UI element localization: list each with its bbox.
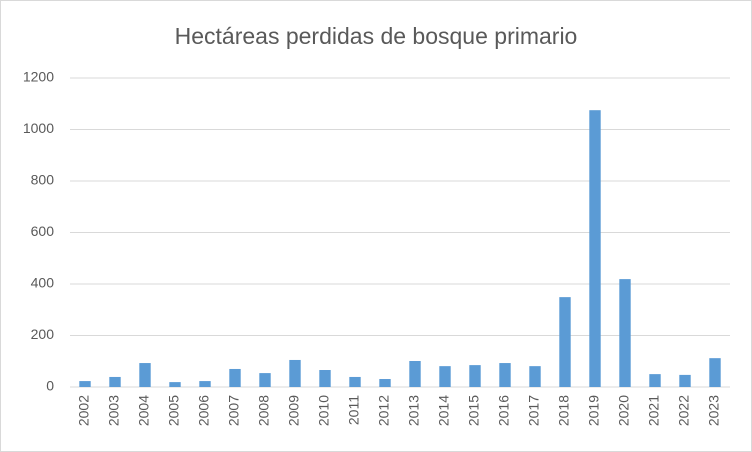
bar [349,376,361,387]
x-tick-label: 2018 [556,395,572,426]
x-tick-label: 2008 [256,395,272,426]
y-tick-label: 200 [31,326,55,342]
bar [229,368,241,387]
bar [409,360,421,387]
y-tick-label: 0 [46,378,54,394]
bar [109,376,121,387]
bar [679,374,691,387]
x-tick-label: 2010 [316,395,332,426]
x-tick-label: 2007 [226,395,242,426]
x-tick-label: 2003 [106,395,122,426]
bar [169,382,181,387]
x-tick-label: 2019 [586,395,602,426]
y-tick-label: 1200 [23,69,54,85]
x-tick-label: 2011 [346,395,362,425]
x-tick-label: 2016 [496,395,512,426]
y-tick-label: 400 [31,275,55,291]
x-tick-label: 2015 [466,395,482,426]
y-tick-label: 800 [31,172,55,188]
bar [469,365,481,387]
x-tick-label: 2020 [616,395,632,426]
bar [79,381,91,387]
bar [319,370,331,387]
x-tick-label: 2005 [166,395,182,426]
x-tick-label: 2017 [526,395,542,426]
bar [139,363,151,387]
bar [589,110,601,387]
bar [259,373,271,387]
bar [199,381,211,387]
x-tick-label: 2012 [376,395,392,426]
bar [289,359,301,387]
bar [649,374,661,387]
bar [529,366,541,387]
bar [499,363,511,387]
x-tick-label: 2002 [76,395,92,426]
x-tick-label: 2014 [436,395,452,426]
bar [379,379,391,387]
x-tick-label: 2023 [706,395,722,426]
x-tick-label: 2006 [196,395,212,426]
bar [619,279,631,387]
bar [709,358,721,387]
x-tick-label: 2021 [646,395,662,426]
bar [559,297,571,387]
x-tick-label: 2013 [406,395,422,426]
y-tick-label: 600 [31,223,55,239]
x-tick-label: 2022 [676,395,692,426]
chart-title: Hectáreas perdidas de bosque primario [175,23,578,49]
x-tick-label: 2009 [286,395,302,426]
bar [439,366,451,387]
x-tick-label: 2004 [136,395,152,426]
y-tick-label: 1000 [23,120,54,136]
